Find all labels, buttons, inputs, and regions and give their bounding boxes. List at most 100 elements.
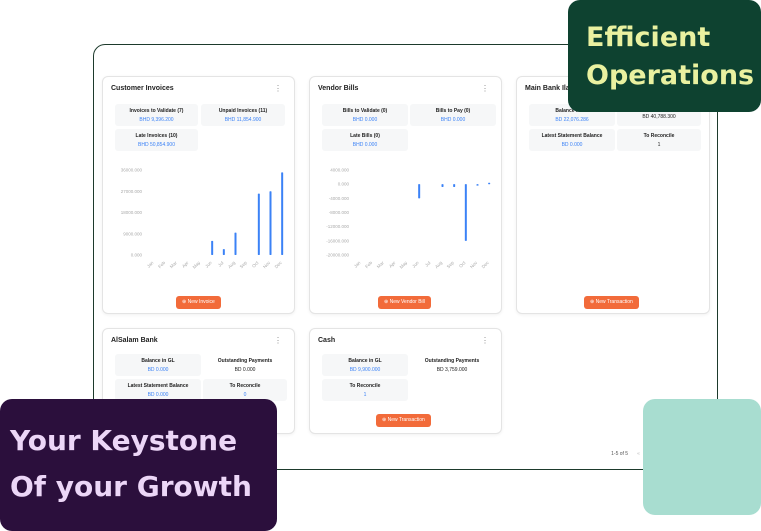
stat-label: Late Bills (0) (350, 133, 380, 139)
stat-label: Outstanding Payments (424, 358, 480, 364)
stat-value: 1 (363, 392, 367, 398)
stat-to-reconcile[interactable]: To Reconcile 0 (203, 379, 287, 401)
stat-value: BD 0.000 (147, 367, 169, 373)
stat-late-bills[interactable]: Late Bills (0) BHD 0.000 (322, 129, 408, 151)
x-tick-label: Feb (157, 260, 166, 269)
x-tick-label: Jul (217, 260, 225, 268)
new-vendor-bill-button[interactable]: ⊕ New Vendor Bill (378, 296, 431, 309)
stat-label: Unpaid Invoices (11) (218, 108, 268, 114)
x-tick-label: Mar (376, 260, 385, 269)
stat-value: BHD 11,854.900 (224, 117, 262, 123)
stat-value: BHD 50,854.900 (138, 142, 175, 148)
stat-value: BD 40,788.300 (642, 114, 676, 120)
y-tick-label: 9000.000 (123, 231, 142, 236)
y-tick-label: 4000.000 (330, 168, 349, 173)
card-title: AlSalam Bank (111, 337, 158, 344)
new-transaction-button[interactable]: ⊕ New Transaction (584, 296, 639, 309)
x-tick-label: Aug (227, 260, 237, 270)
efficient-operations-banner: Efficient Operations (568, 0, 761, 112)
stat-bills-to-pay[interactable]: Bills to Pay (0) BHD 0.000 (410, 104, 496, 126)
pagination-range: 1-5 of 5 (611, 450, 629, 457)
y-tick-label: -12000.000 (326, 224, 349, 229)
bar-jun[interactable] (211, 240, 214, 255)
x-tick-label: Dec (481, 260, 491, 270)
cash-card: Cash ⋮ Balance in GL BD 9,900.000 Outstan… (309, 328, 502, 434)
x-tick-label: Jun (204, 260, 213, 269)
stat-value: BHD 0.000 (352, 142, 378, 148)
stat-label: Latest Statement Balance (541, 133, 603, 139)
card-title: Main Bank Ila (525, 85, 570, 92)
y-tick-label: 0.000 (338, 182, 350, 187)
stat-label: Balance in GL (348, 358, 382, 364)
stat-value: 0 (243, 392, 247, 398)
kebab-menu-icon[interactable]: ⋮ (274, 336, 282, 345)
x-tick-label: Apr (181, 260, 190, 269)
button-label: New Transaction (595, 299, 633, 305)
stat-outstanding[interactable]: Outstanding Payments BD 0.000 (203, 354, 287, 376)
y-tick-label: 18000.000 (121, 210, 143, 215)
first-page-icon[interactable]: « (637, 450, 640, 457)
x-tick-label: Sep (239, 260, 249, 270)
stat-label: Balance in GL (141, 358, 175, 364)
bar-sep[interactable] (453, 184, 456, 187)
vendor-bills-card: Vendor Bills ⋮ Bills to Validate (0) BHD … (309, 76, 502, 314)
stat-value: BD 3,759.000 (436, 367, 468, 373)
stat-value: 1 (657, 142, 661, 148)
stat-balance-in-gl[interactable]: Balance in GL BD 0.000 (115, 354, 201, 376)
button-label: New Vendor Bill (389, 299, 425, 305)
y-tick-label: -8000.000 (329, 210, 350, 215)
kebab-menu-icon[interactable]: ⋮ (481, 336, 489, 345)
stat-value: BHD 0.000 (352, 117, 378, 123)
stat-label: Bills to Pay (0) (435, 108, 471, 114)
bar-aug[interactable] (234, 232, 237, 255)
stat-to-reconcile[interactable]: To Reconcile 1 (322, 379, 408, 401)
x-tick-label: Jun (411, 260, 420, 269)
stat-value: BHD 9,396.200 (139, 117, 174, 123)
button-label: New Transaction (387, 417, 425, 423)
stat-value: BD 0.000 (234, 367, 256, 373)
banner-line-2: Of your Growth (10, 470, 252, 503)
new-transaction-button[interactable]: ⊕ New Transaction (376, 414, 431, 427)
y-tick-label: -20000.000 (326, 253, 349, 258)
stat-unpaid-invoices[interactable]: Unpaid Invoices (11) BHD 11,854.900 (201, 104, 285, 126)
bar-jul[interactable] (222, 249, 225, 255)
stat-bills-to-validate[interactable]: Bills to Validate (0) BHD 0.000 (322, 104, 408, 126)
customer-invoices-card: Customer Invoices ⋮ Invoices to Validate… (102, 76, 295, 314)
banner-text: Efficient Operations (586, 22, 755, 91)
stat-value: BHD 0.000 (440, 117, 466, 123)
x-tick-label: Jul (424, 260, 432, 268)
bar-aug[interactable] (441, 184, 444, 187)
decorative-mint-block (643, 399, 761, 515)
stat-label: To Reconcile (643, 133, 675, 139)
bar-dec[interactable] (281, 172, 284, 255)
stat-latest-statement[interactable]: Latest Statement Balance BD 0.000 (529, 129, 615, 151)
bar-nov[interactable] (269, 191, 272, 255)
stat-latest-statement[interactable]: Latest Statement Balance BD 0.000 (115, 379, 201, 401)
card-title: Customer Invoices (111, 85, 174, 92)
bar-jun[interactable] (418, 184, 421, 199)
card-title: Cash (318, 337, 336, 344)
y-tick-label: 27000.000 (121, 189, 143, 194)
stat-value: BD 22,076.286 (555, 117, 589, 123)
stat-late-invoices[interactable]: Late Invoices (10) BHD 50,854.900 (115, 129, 198, 151)
x-tick-label: Apr (388, 260, 397, 269)
kebab-menu-icon[interactable]: ⋮ (481, 84, 489, 93)
stat-invoices-to-validate[interactable]: Invoices to Validate (7) BHD 9,396.200 (115, 104, 198, 126)
x-tick-label: Aug (434, 260, 444, 270)
x-tick-label: Feb (364, 260, 373, 269)
button-label: New Invoice (187, 299, 215, 305)
stat-to-reconcile[interactable]: To Reconcile 1 (617, 129, 701, 151)
new-invoice-button[interactable]: ⊕ New Invoice (176, 296, 221, 309)
kebab-menu-icon[interactable]: ⋮ (274, 84, 282, 93)
stat-value: BD 9,900.000 (349, 367, 381, 373)
bar-nov[interactable] (476, 184, 479, 186)
stat-value: BD 0.000 (147, 392, 169, 398)
bar-oct[interactable] (257, 193, 260, 255)
stat-outstanding[interactable]: Outstanding Payments BD 3,759.000 (410, 354, 494, 376)
bar-oct[interactable] (464, 184, 467, 241)
x-tick-label: May (192, 260, 202, 270)
x-tick-label: Jan (146, 260, 155, 269)
stat-label: To Reconcile (349, 383, 381, 389)
stat-balance-in-gl[interactable]: Balance in GL BD 9,900.000 (322, 354, 408, 376)
bar-dec[interactable] (488, 182, 491, 185)
